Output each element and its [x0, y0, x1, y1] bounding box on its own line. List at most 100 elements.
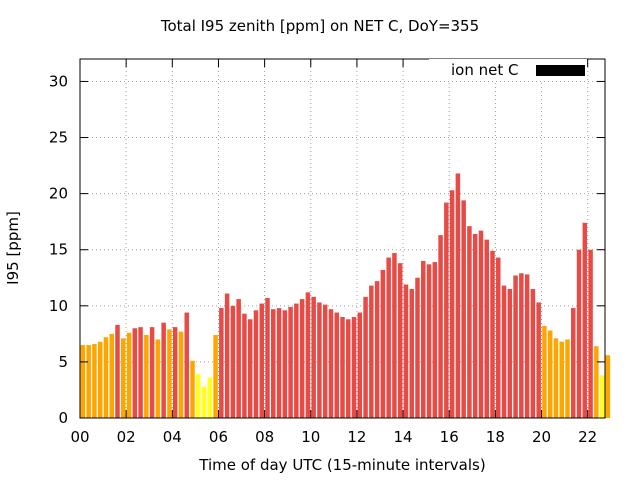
bar	[496, 257, 501, 418]
bar	[253, 310, 259, 418]
x-tick-label: 02	[117, 428, 136, 446]
bar	[519, 273, 524, 418]
bar	[374, 281, 380, 418]
bar	[242, 313, 247, 418]
bar	[322, 304, 328, 418]
x-tick-label: 14	[394, 428, 413, 446]
bar	[328, 309, 334, 418]
bar	[259, 303, 264, 418]
bar	[126, 332, 132, 418]
bar	[155, 339, 161, 418]
bar	[432, 262, 438, 418]
x-tick-label: 10	[301, 428, 320, 446]
bar	[132, 328, 138, 418]
bar	[513, 275, 518, 418]
bar	[576, 249, 582, 418]
bar	[115, 324, 120, 418]
bar	[161, 322, 166, 418]
bar	[438, 235, 443, 418]
bar	[201, 386, 207, 418]
bar	[542, 326, 547, 418]
bar	[340, 317, 345, 418]
bar	[467, 226, 472, 418]
bar	[426, 264, 432, 418]
y-tick-label: 25	[49, 129, 68, 147]
chart-title: Total I95 zenith [ppm] on NET C, DoY=355	[160, 17, 480, 35]
bar	[357, 312, 363, 418]
bar	[184, 312, 189, 418]
bar	[276, 308, 282, 418]
bar	[559, 341, 564, 418]
bar	[92, 343, 97, 418]
bar	[299, 299, 305, 418]
bar	[490, 250, 495, 418]
y-tick-label: 0	[58, 409, 68, 427]
bar	[524, 274, 530, 418]
bar	[213, 334, 218, 418]
y-tick-label: 5	[58, 353, 68, 371]
bar	[444, 202, 449, 418]
bar	[224, 293, 230, 418]
bar	[265, 297, 270, 418]
bar	[530, 288, 536, 418]
bar	[363, 296, 368, 418]
bar	[386, 257, 391, 418]
x-tick-label: 12	[347, 428, 366, 446]
bar	[536, 302, 541, 418]
bar	[397, 263, 403, 418]
bar	[392, 253, 397, 418]
bar	[380, 269, 386, 418]
bar	[247, 319, 253, 418]
bar	[236, 299, 241, 418]
bar	[190, 360, 195, 418]
bar	[138, 327, 143, 418]
x-tick-label: 00	[70, 428, 89, 446]
bar	[351, 317, 357, 418]
x-tick-label: 16	[440, 428, 459, 446]
bar	[271, 309, 276, 418]
bar	[369, 285, 374, 418]
bar	[582, 222, 588, 418]
legend-swatch	[536, 65, 585, 76]
bar	[409, 288, 414, 418]
bar	[103, 337, 109, 418]
bar	[144, 334, 149, 418]
bar	[121, 338, 126, 418]
bar	[478, 230, 484, 418]
bar	[311, 296, 316, 418]
bar	[449, 190, 455, 418]
bar	[219, 308, 224, 418]
bar	[501, 285, 507, 418]
bar	[230, 305, 236, 418]
x-tick-label: 08	[255, 428, 274, 446]
bar	[317, 302, 322, 418]
x-tick-label: 04	[163, 428, 182, 446]
bar	[196, 374, 201, 418]
bar	[472, 234, 478, 418]
bar	[172, 327, 178, 418]
bar	[149, 327, 155, 418]
bar	[109, 333, 114, 418]
bar	[553, 338, 559, 418]
bar	[167, 329, 172, 418]
bar	[594, 346, 599, 418]
axes-layer	[79, 58, 606, 419]
ticks-layer: 0 5 10 15 20 25 30 00 02 04 06 08 10 12 14 16 18 20 22	[49, 59, 605, 446]
bar	[484, 239, 489, 418]
bar	[455, 173, 461, 418]
y-tick-label: 10	[49, 297, 68, 315]
bar	[305, 292, 311, 418]
bar	[547, 330, 553, 418]
legend-label: ion net C	[451, 61, 519, 79]
bar	[334, 312, 339, 418]
bar	[415, 277, 420, 418]
bar	[403, 284, 409, 418]
plot-frame	[79, 58, 606, 419]
bar	[507, 288, 513, 418]
bar	[294, 303, 299, 418]
x-tick-label: 06	[209, 428, 228, 446]
bar	[599, 375, 605, 418]
x-tick-label: 22	[578, 428, 597, 446]
bar	[461, 200, 466, 418]
bar	[288, 306, 293, 418]
